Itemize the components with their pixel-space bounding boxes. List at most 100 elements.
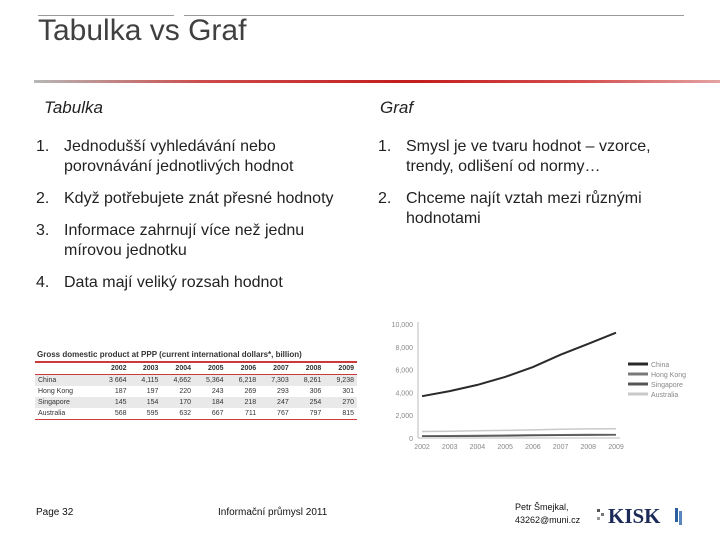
table-row-label: China	[35, 374, 97, 386]
table-corner-cell	[35, 363, 97, 375]
table-cell: 797	[309, 410, 322, 417]
chart-y-tick-label: 0	[409, 436, 413, 443]
list-item-number: 2.	[378, 190, 392, 207]
kisk-logo: KISK	[597, 500, 687, 537]
right-list: 1. Smysl je ve tvaru hodnot – vzorce, tre…	[378, 137, 698, 241]
chart-x-tick-label: 2004	[470, 444, 486, 451]
chart-x-tick-label: 2002	[414, 444, 430, 451]
list-item-number: 3.	[36, 222, 50, 239]
table-cell: 145	[97, 397, 130, 408]
table-cell: 220	[179, 388, 191, 395]
table-cell: 247	[259, 397, 292, 408]
list-item: 2. Chceme najít vztah mezi různými hodnot…	[378, 189, 698, 229]
table-cell: 4,662	[161, 374, 194, 386]
table-row-label: Hong Kong	[38, 388, 74, 395]
chart-legend-label: China	[651, 362, 669, 369]
chart-x-tick-label: 2003	[442, 444, 458, 451]
list-item-number: 4.	[36, 274, 50, 291]
table-year-header: 2006	[226, 363, 260, 375]
table-year-header: 2007	[259, 363, 292, 375]
slide-title: Tabulka vs Graf	[38, 14, 247, 47]
table-cell: 6,218	[226, 374, 260, 386]
list-item: 1. Smysl je ve tvaru hodnot – vzorce, tre…	[378, 137, 698, 177]
top-rule-gap	[174, 13, 184, 17]
chart-legend-label: Australia	[651, 392, 678, 399]
table-cell: 197	[146, 388, 159, 395]
footer-author-email: 43262@muni.cz	[515, 515, 581, 525]
top-rule	[38, 15, 684, 16]
table-row: Singapore 145 154 170 184 218 247 254 270	[35, 397, 357, 408]
table-cell: 632	[179, 410, 191, 417]
list-item: 1. Jednodušší vyhledávání nebo porovnáván…	[36, 137, 366, 177]
table-cell: 595	[146, 410, 159, 417]
table-cell: 184	[194, 397, 227, 408]
list-item: 2. Když potřebujete znát přesné hodnoty	[36, 189, 366, 209]
chart-y-tick-label: 10,000	[392, 322, 414, 329]
table-cell: 4,115	[129, 374, 162, 386]
kisk-logo-text: KISK	[608, 504, 661, 528]
chart-x-tick-label: 2007	[553, 444, 569, 451]
table-row: Australia 568 595 632 667 711 767 797 815	[35, 408, 357, 419]
chart-x-tick-label: 2006	[525, 444, 541, 451]
footer-author-name: Petr Šmejkal,	[515, 502, 569, 512]
list-item-text: Když potřebujete znát přesné hodnoty	[64, 190, 334, 207]
table-cell: 3 664	[97, 374, 130, 386]
table-cell: 815	[342, 410, 354, 417]
table-year-header: 2004	[161, 363, 194, 375]
table-row-label: Australia	[38, 410, 66, 417]
chart-x-tick-label: 2008	[580, 444, 596, 451]
chart-x-tick-label: 2005	[497, 444, 513, 451]
table-cell: 293	[277, 388, 289, 395]
table-cell: 568	[114, 410, 127, 417]
table-cell: 170	[161, 397, 194, 408]
table-cell: 711	[244, 410, 257, 417]
left-list: 1. Jednodušší vyhledávání nebo porovnáván…	[36, 137, 366, 305]
left-column-heading: Tabulka	[44, 98, 103, 117]
chart-y-tick-label: 8,000	[395, 345, 413, 352]
chart-legend-label: Singapore	[651, 382, 683, 389]
table-cell: 7,303	[259, 374, 292, 386]
table-cell: 767	[277, 410, 289, 417]
table-row: Hong Kong 187 197 220 243 269 293 306 301	[35, 386, 357, 397]
list-item-text: Data mají veliký rozsah hodnot	[64, 274, 283, 291]
chart-y-tick-label: 2,000	[395, 413, 413, 420]
gdp-table: Gross domestic product at PPP (current i…	[35, 350, 357, 444]
table-cell: 8,261	[291, 374, 325, 386]
table-year-header: 2005	[194, 363, 227, 375]
list-item-number: 2.	[36, 190, 50, 207]
chart-y-tick-label: 4,000	[395, 390, 413, 397]
table-cell: 306	[309, 388, 322, 395]
table-cell: 269	[244, 388, 257, 395]
list-item-text: Informace zahrnují více než jednu mírovo…	[64, 222, 305, 259]
page-number: Page 32	[36, 507, 74, 518]
gdp-table-top-rule	[35, 361, 357, 363]
gdp-table-caption: Gross domestic product at PPP (current i…	[37, 350, 302, 359]
table-row: China 3 664 4,115 4,662 5,364 6,218 7,303 8,261…	[35, 374, 357, 386]
table-year-header: 2003	[129, 363, 162, 375]
chart-legend-label: Hong Kong	[651, 372, 686, 379]
table-cell: 243	[211, 388, 224, 395]
kisk-logo-mark	[597, 508, 682, 525]
table-year-header: 2002	[97, 363, 130, 375]
list-item: 4. Data mají veliký rozsah hodnot	[36, 273, 366, 293]
footer-course: Informační průmysl 2011	[218, 507, 328, 518]
table-cell: 218	[226, 397, 260, 408]
table-row-label: Singapore	[35, 397, 97, 408]
list-item-number: 1.	[36, 138, 50, 155]
table-cell: 187	[114, 388, 127, 395]
gdp-table-bottom-rule	[35, 419, 357, 420]
chart-x-tick-label: 2009	[608, 444, 624, 451]
table-year-header: 2009	[324, 363, 357, 375]
table-cell: 667	[211, 410, 224, 417]
table-cell: 254	[291, 397, 325, 408]
list-item-number: 1.	[378, 138, 392, 155]
table-year-header: 2008	[291, 363, 325, 375]
table-cell: 270	[324, 397, 357, 408]
list-item-text: Smysl je ve tvaru hodnot – vzorce, trend…	[406, 138, 651, 175]
table-cell: 154	[129, 397, 162, 408]
chart-series-line	[421, 331, 617, 398]
list-item: 3. Informace zahrnují více než jednu míro…	[36, 221, 366, 261]
table-cell: 9,238	[324, 374, 357, 386]
list-item-text: Jednodušší vyhledávání nebo porovnávání …	[64, 138, 294, 175]
right-column-heading: Graf	[380, 98, 414, 117]
